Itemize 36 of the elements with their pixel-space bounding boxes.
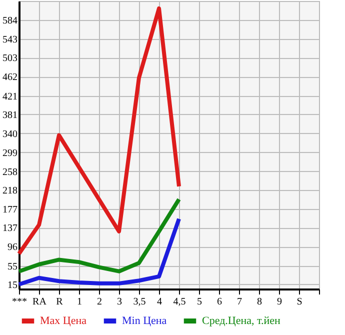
x-tick-label: 4 <box>157 296 162 308</box>
y-tick-label: 543 <box>2 34 18 46</box>
legend-label: Min Цена <box>122 315 167 327</box>
x-tick-label: 4,5 <box>173 296 186 308</box>
x-tick-label: 3,5 <box>133 296 146 308</box>
y-tick-label: 258 <box>2 166 18 178</box>
x-tick-label: 7 <box>237 296 242 308</box>
line-series <box>17 197 181 274</box>
y-tick-label: 218 <box>2 186 18 197</box>
x-tick-label: 2 <box>97 296 102 308</box>
x-tick-label: S <box>296 296 302 308</box>
y-tick-label: 299 <box>2 148 18 159</box>
y-tick-label: 177 <box>2 204 18 216</box>
y-tick-label: 503 <box>2 53 18 64</box>
y-tick-label: 381 <box>2 110 18 121</box>
x-tick-label: 1 <box>77 296 82 308</box>
x-tick-label: R <box>56 296 64 308</box>
x-tick-label: *** <box>12 296 27 308</box>
y-tick-label: 421 <box>2 91 18 102</box>
line-series <box>17 216 181 286</box>
x-tick-label: 5 <box>197 296 202 308</box>
x-tick-label: 6 <box>217 296 222 308</box>
legend-label: Сред.Цена, т.йен <box>202 315 281 327</box>
y-tick-label: 15 <box>8 280 18 291</box>
y-tick-label: 340 <box>2 128 18 140</box>
y-tick-label: 96 <box>8 242 18 254</box>
x-tick-label: 8 <box>257 296 262 308</box>
y-tick-label: 462 <box>2 72 18 84</box>
y-tick-label: 137 <box>2 223 18 234</box>
legend-label: Max Цена <box>40 315 87 327</box>
x-tick-label: 9 <box>277 296 282 308</box>
y-tick-label: 55 <box>8 261 18 272</box>
x-tick-label: RA <box>32 296 48 308</box>
y-tick-label: 584 <box>2 16 18 27</box>
line-series <box>17 6 181 256</box>
x-tick-label: 3 <box>117 296 122 308</box>
